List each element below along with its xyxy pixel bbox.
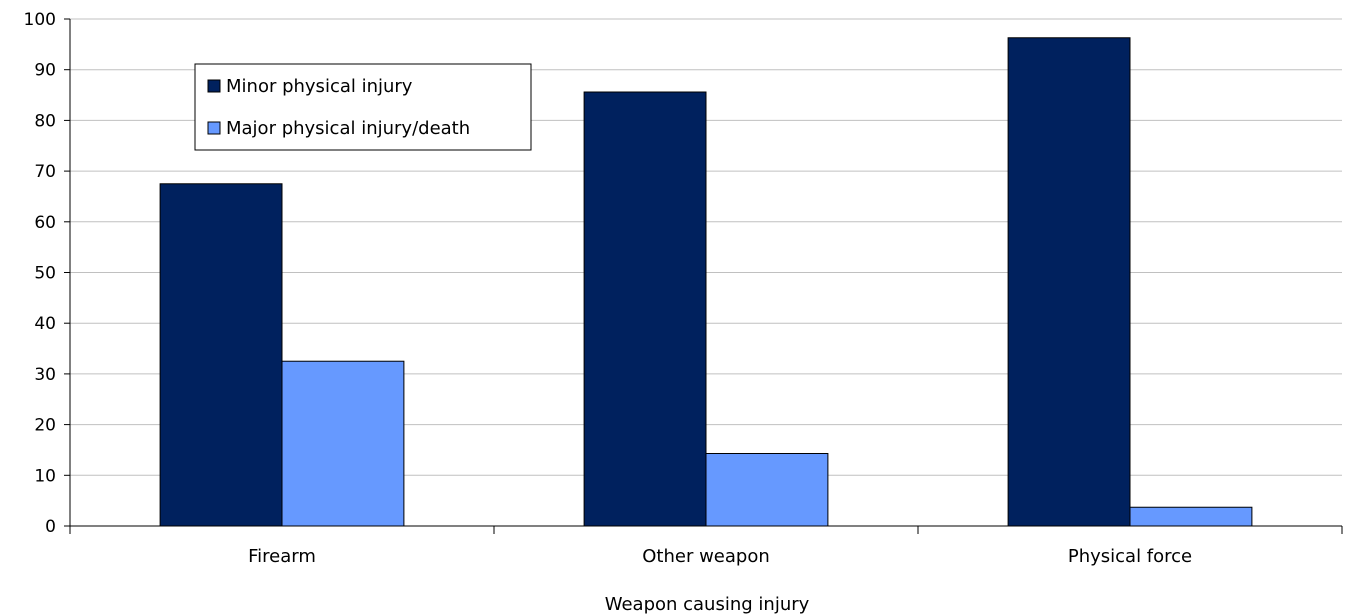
bars <box>159 37 1253 527</box>
y-tick-label: 50 <box>34 264 56 284</box>
legend-label-minor: Minor physical injury <box>226 76 413 97</box>
y-tick-label: 80 <box>34 111 56 131</box>
x-category-label: Other weapon <box>642 546 770 567</box>
y-tick-label: 30 <box>34 365 56 385</box>
y-tick-label: 0 <box>45 517 56 537</box>
bar-major-2 <box>1129 506 1253 527</box>
y-tick-label: 40 <box>34 314 56 334</box>
y-tick-label: 20 <box>34 416 56 436</box>
x-category-label: Physical force <box>1068 546 1192 567</box>
x-category-label: Firearm <box>248 546 316 567</box>
axes <box>69 19 1343 534</box>
legend-swatch-major <box>207 121 221 135</box>
x-axis-category-labels: Firearm Other weapon Physical force <box>248 546 1192 567</box>
bar-minor-1 <box>583 91 707 527</box>
legend-label-major: Major physical injury/death <box>226 118 470 139</box>
y-tick-label: 100 <box>24 10 56 30</box>
legend-swatch-minor <box>207 79 221 93</box>
bar-major-0 <box>281 360 405 527</box>
bar-minor-2 <box>1007 37 1131 527</box>
x-axis-title: Weapon causing injury <box>605 594 810 615</box>
y-tick-label: 70 <box>34 162 56 182</box>
y-axis-tick-labels: 0 10 20 30 40 50 60 70 80 90 100 <box>24 10 56 537</box>
y-tick-label: 10 <box>34 466 56 486</box>
legend: Minor physical injury Major physical inj… <box>194 63 532 151</box>
y-tick-label: 90 <box>34 61 56 81</box>
y-tick-label: 60 <box>34 213 56 233</box>
bar-minor-0 <box>159 183 283 527</box>
bar-major-1 <box>705 452 829 527</box>
legend-box <box>194 63 532 151</box>
